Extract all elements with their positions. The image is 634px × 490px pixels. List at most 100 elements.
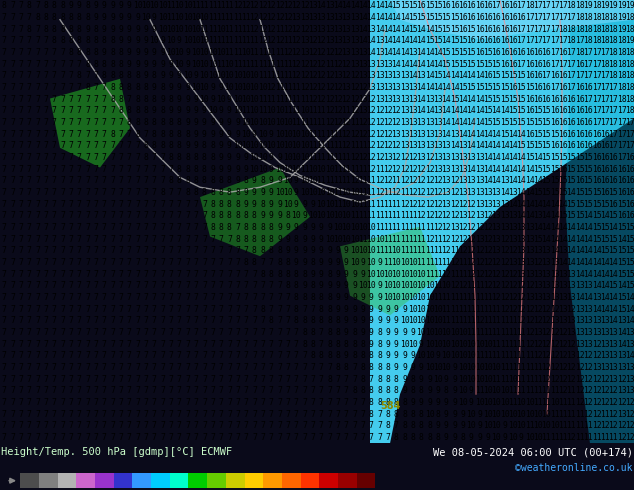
Text: 18: 18 xyxy=(608,24,618,34)
Text: 13: 13 xyxy=(600,340,610,349)
Text: 11: 11 xyxy=(333,130,343,139)
Text: 7: 7 xyxy=(185,258,190,267)
Text: 7: 7 xyxy=(93,200,98,209)
Text: 12: 12 xyxy=(391,165,401,174)
Text: 9: 9 xyxy=(394,340,399,349)
Text: 12: 12 xyxy=(275,13,284,22)
Text: 12: 12 xyxy=(525,305,534,314)
Text: 11: 11 xyxy=(291,118,301,127)
Text: 7: 7 xyxy=(18,398,23,407)
Text: 7: 7 xyxy=(185,293,190,302)
Text: 10: 10 xyxy=(208,106,217,115)
Text: 13: 13 xyxy=(425,118,434,127)
Text: 11: 11 xyxy=(491,305,501,314)
Text: 7: 7 xyxy=(93,317,98,325)
Text: 7: 7 xyxy=(294,375,299,384)
Text: 10: 10 xyxy=(241,95,251,104)
Text: 14: 14 xyxy=(408,36,418,46)
Text: 12: 12 xyxy=(366,142,376,150)
Text: 7: 7 xyxy=(93,293,98,302)
Text: 8: 8 xyxy=(235,188,240,197)
Text: 9: 9 xyxy=(402,305,407,314)
Text: 7: 7 xyxy=(60,165,65,174)
Text: 12: 12 xyxy=(483,270,493,279)
Text: 11: 11 xyxy=(358,142,368,150)
Text: 9: 9 xyxy=(135,48,140,57)
Text: 7: 7 xyxy=(169,270,174,279)
Text: 14: 14 xyxy=(550,223,560,232)
Text: 7: 7 xyxy=(294,363,299,372)
Text: 8: 8 xyxy=(193,153,198,162)
Text: 11: 11 xyxy=(433,235,443,244)
Text: 9: 9 xyxy=(427,398,432,407)
Text: 7: 7 xyxy=(143,293,148,302)
Text: 9: 9 xyxy=(160,72,165,80)
Text: 8: 8 xyxy=(243,235,249,244)
Text: 7: 7 xyxy=(235,281,240,291)
Text: 9: 9 xyxy=(185,48,190,57)
Text: 16: 16 xyxy=(525,130,534,139)
Text: 13: 13 xyxy=(517,246,526,255)
Text: 11: 11 xyxy=(425,223,434,232)
Text: 8: 8 xyxy=(202,153,207,162)
Text: 8: 8 xyxy=(327,328,332,337)
Text: 9: 9 xyxy=(185,118,190,127)
Text: 12: 12 xyxy=(291,1,301,10)
Text: 7: 7 xyxy=(119,165,124,174)
Text: 13: 13 xyxy=(333,13,343,22)
Text: 11: 11 xyxy=(508,328,518,337)
Text: 7: 7 xyxy=(277,293,282,302)
Text: 13: 13 xyxy=(625,363,634,372)
Text: 7: 7 xyxy=(27,48,32,57)
Text: 12: 12 xyxy=(266,1,276,10)
Text: 8: 8 xyxy=(385,410,391,419)
Text: 8: 8 xyxy=(227,200,232,209)
Text: 15: 15 xyxy=(483,106,493,115)
Text: 13: 13 xyxy=(333,72,343,80)
Text: 9: 9 xyxy=(477,410,482,419)
Text: 8: 8 xyxy=(177,153,182,162)
Text: 10: 10 xyxy=(333,235,343,244)
Text: 13: 13 xyxy=(533,281,543,291)
Text: 13: 13 xyxy=(475,235,484,244)
Text: 11: 11 xyxy=(224,24,235,34)
Text: 13: 13 xyxy=(350,48,359,57)
Text: 7: 7 xyxy=(177,363,182,372)
Text: 7: 7 xyxy=(102,246,107,255)
Text: 7: 7 xyxy=(18,223,23,232)
Text: 7: 7 xyxy=(110,387,115,395)
Text: 15: 15 xyxy=(500,118,510,127)
Text: 17: 17 xyxy=(600,48,610,57)
Text: 8: 8 xyxy=(169,118,174,127)
Text: 7: 7 xyxy=(35,118,40,127)
Text: 7: 7 xyxy=(169,433,174,442)
Text: 8: 8 xyxy=(394,387,399,395)
Text: 10: 10 xyxy=(174,1,184,10)
Text: 13: 13 xyxy=(583,305,593,314)
Text: 13: 13 xyxy=(491,200,501,209)
Text: 13: 13 xyxy=(358,106,368,115)
Text: 8: 8 xyxy=(52,13,56,22)
Text: 13: 13 xyxy=(575,328,585,337)
Text: 7: 7 xyxy=(2,235,6,244)
Text: 7: 7 xyxy=(27,258,32,267)
Text: 12: 12 xyxy=(533,258,543,267)
Text: 7: 7 xyxy=(18,200,23,209)
Text: 18: 18 xyxy=(608,13,618,22)
Text: 7: 7 xyxy=(52,270,56,279)
Text: 15: 15 xyxy=(533,165,543,174)
Text: 12: 12 xyxy=(458,246,468,255)
Text: 7: 7 xyxy=(219,363,224,372)
Text: 9: 9 xyxy=(319,281,323,291)
Text: 7: 7 xyxy=(85,281,90,291)
Text: 7: 7 xyxy=(277,398,282,407)
Text: 8: 8 xyxy=(160,130,165,139)
Text: 8: 8 xyxy=(119,95,124,104)
Text: 17: 17 xyxy=(600,83,610,92)
Text: 14: 14 xyxy=(483,165,493,174)
Text: 11: 11 xyxy=(391,176,401,185)
Text: 7: 7 xyxy=(18,48,23,57)
Text: 9: 9 xyxy=(169,72,174,80)
Text: 15: 15 xyxy=(575,211,585,220)
Text: 7: 7 xyxy=(119,305,124,314)
